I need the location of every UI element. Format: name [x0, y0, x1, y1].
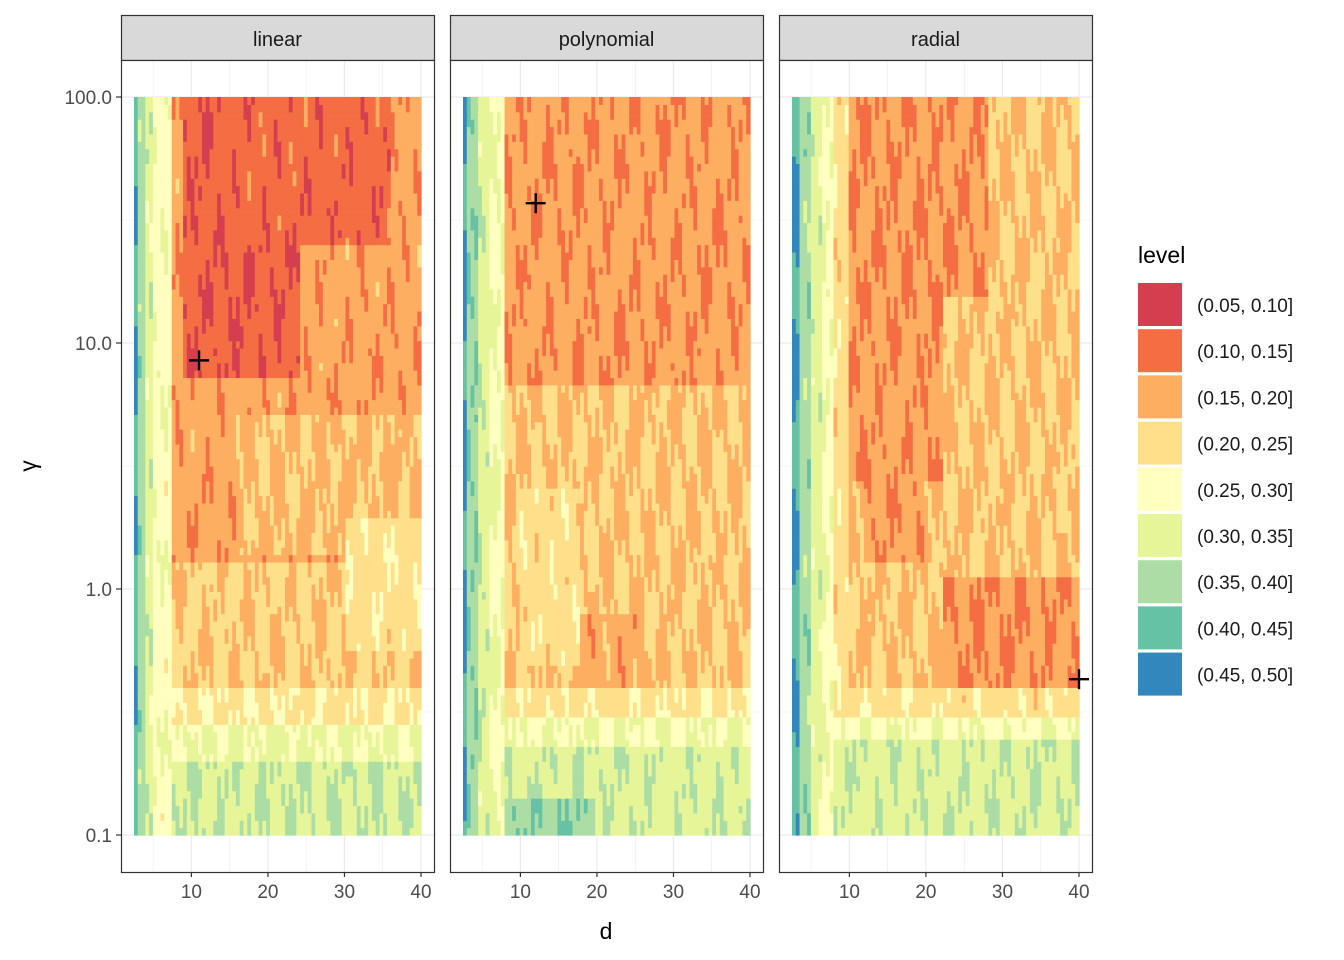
legend-swatch — [1138, 375, 1182, 418]
legend-item: (0.45, 0.50] — [1138, 653, 1293, 696]
x-tick-label: 20 — [257, 882, 278, 903]
facet-panel-linear: linear 10 20 30 40 — [121, 16, 435, 904]
y-axis-title: γ — [15, 460, 41, 472]
facet-strip-label: radial — [911, 29, 960, 51]
legend-swatch — [1138, 653, 1182, 696]
legend: level (0.05, 0.10] (0.10, 0.15] (0.15, 0.20… — [1138, 242, 1293, 696]
y-tick-label: 100.0 — [64, 88, 112, 109]
y-tick-label: 0.1 — [86, 826, 112, 847]
facet-panel-radial: radial 10 20 30 40 — [779, 16, 1093, 904]
legend-label: (0.10, 0.15] — [1197, 342, 1293, 363]
legend-label: (0.05, 0.10] — [1197, 296, 1293, 317]
x-tick-label: 30 — [663, 882, 684, 903]
legend-label: (0.15, 0.20] — [1197, 388, 1293, 409]
x-tick-label: 20 — [915, 882, 936, 903]
legend-item: (0.10, 0.15] — [1138, 329, 1293, 372]
legend-swatch — [1138, 329, 1182, 372]
legend-swatch — [1138, 606, 1182, 649]
legend-item: (0.40, 0.45] — [1138, 606, 1293, 649]
legend-swatch — [1138, 560, 1182, 603]
x-tick-label: 40 — [410, 882, 431, 903]
legend-label: (0.45, 0.50] — [1197, 666, 1293, 687]
contour-fill — [463, 97, 751, 836]
contour-fill — [792, 97, 1080, 836]
facet-panel-polynomial: polynomial 10 20 30 40 — [450, 16, 764, 904]
legend-label: (0.30, 0.35] — [1197, 527, 1293, 548]
y-tick-label: 10.0 — [75, 334, 112, 355]
x-tick-label: 40 — [1068, 882, 1089, 903]
x-axis-title: d — [600, 918, 613, 944]
x-tick-label: 40 — [739, 882, 760, 903]
x-tick-label: 30 — [992, 882, 1013, 903]
legend-swatch — [1138, 422, 1182, 465]
legend-item: (0.25, 0.30] — [1138, 468, 1293, 511]
legend-title: level — [1138, 242, 1185, 268]
facet-strip-label: linear — [253, 29, 302, 51]
y-tick-label: 1.0 — [86, 580, 112, 601]
legend-label: (0.40, 0.45] — [1197, 619, 1293, 640]
legend-item: (0.20, 0.25] — [1138, 422, 1293, 465]
x-tick-label: 20 — [586, 882, 607, 903]
x-tick-label: 10 — [839, 882, 860, 903]
legend-label: (0.35, 0.40] — [1197, 573, 1293, 594]
legend-swatch — [1138, 283, 1182, 326]
legend-item: (0.30, 0.35] — [1138, 514, 1293, 557]
legend-item: (0.05, 0.10] — [1138, 283, 1293, 326]
legend-swatch — [1138, 468, 1182, 511]
contour-fill — [134, 97, 422, 836]
x-tick-label: 30 — [334, 882, 355, 903]
x-tick-label: 10 — [510, 882, 531, 903]
contour-chart: linear 10 20 30 40 polynomial 10 20 30 40 radial 10… — [0, 0, 1344, 960]
legend-item: (0.15, 0.20] — [1138, 375, 1293, 418]
legend-label: (0.25, 0.30] — [1197, 481, 1293, 502]
legend-label: (0.20, 0.25] — [1197, 435, 1293, 456]
legend-swatch — [1138, 514, 1182, 557]
legend-item: (0.35, 0.40] — [1138, 560, 1293, 603]
y-axis: 0.1 1.0 10.0 100.0 — [64, 88, 121, 847]
facet-strip-label: polynomial — [559, 29, 655, 51]
x-tick-label: 10 — [181, 882, 202, 903]
chart-figure: linear 10 20 30 40 polynomial 10 20 30 40 radial 10… — [0, 0, 1344, 960]
